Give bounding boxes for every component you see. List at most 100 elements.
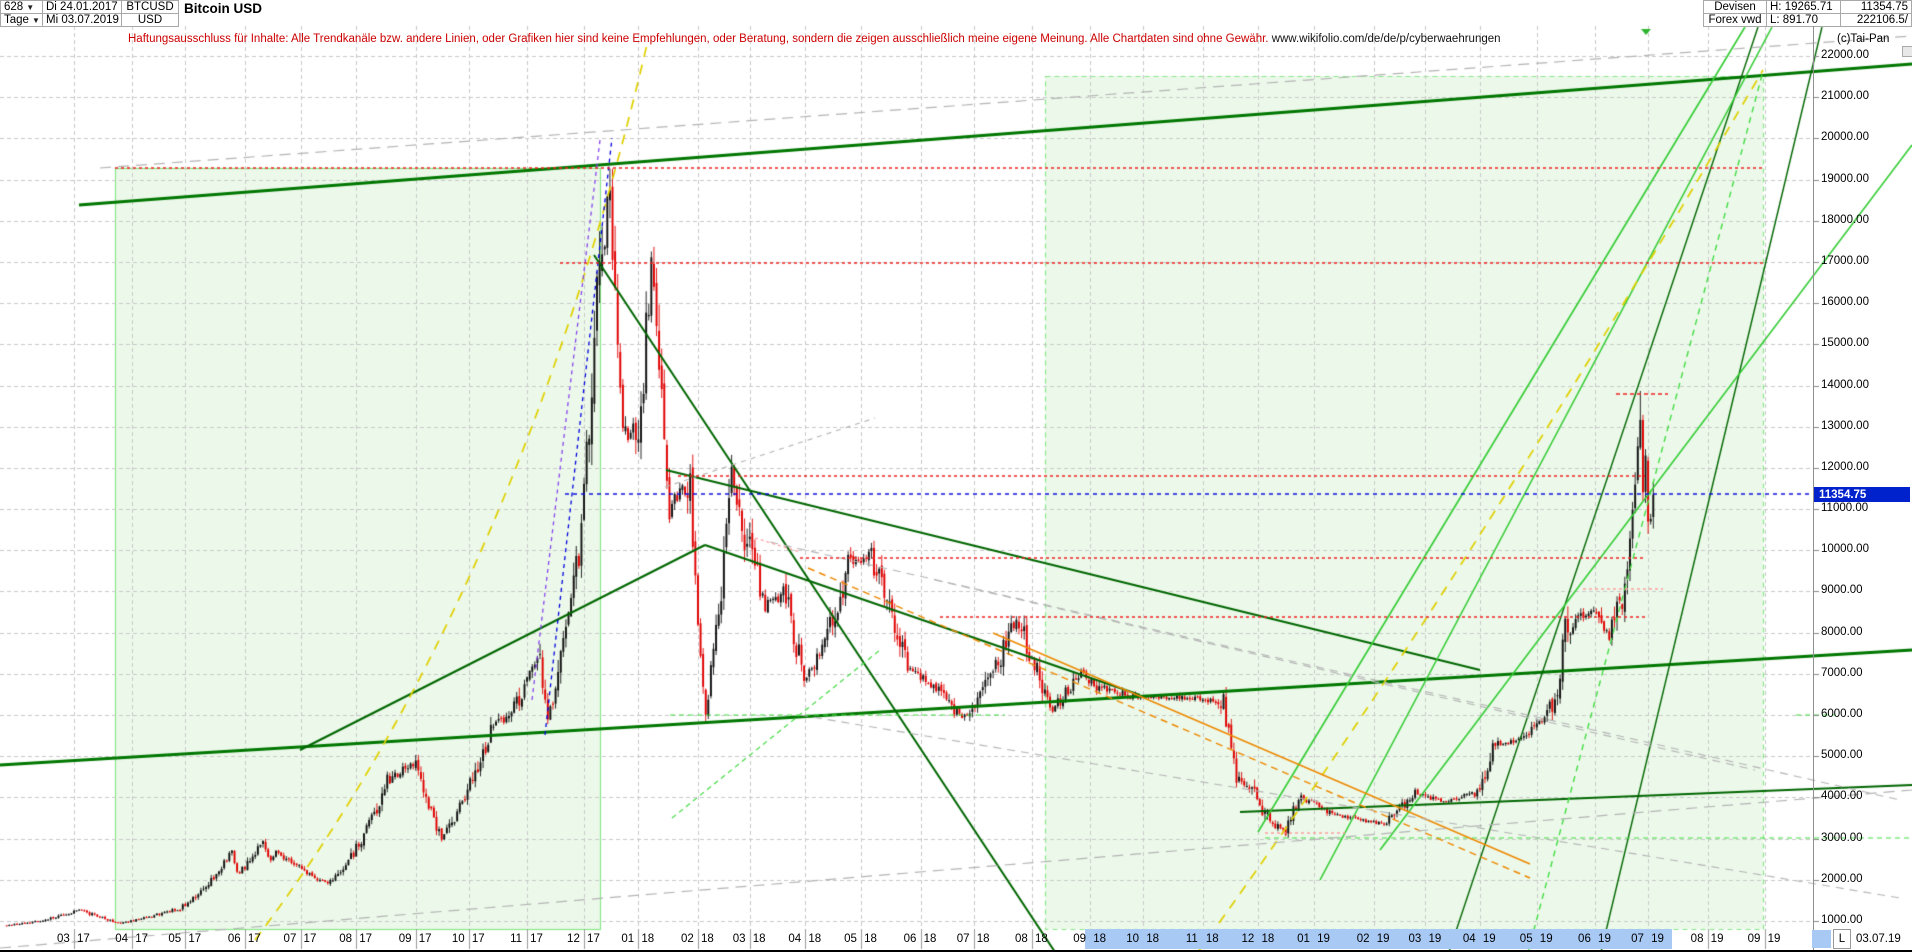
low-cell: L: 891.70: [1766, 13, 1841, 27]
date-axis-label-year: 19: [1482, 933, 1496, 945]
disclaimer-link[interactable]: www.wikifolio.com/de/de/p/cyberwaehrunge…: [1271, 33, 1501, 45]
provider-cell: Devisen: [1703, 0, 1767, 14]
date-axis-label-year: 17: [303, 933, 317, 945]
feed-cell: Forex vwd: [1703, 13, 1767, 27]
date-axis-label-year: 18: [1146, 933, 1160, 945]
chevron-down-icon: ▼: [31, 15, 40, 25]
date-axis-label-year: 19: [1710, 933, 1724, 945]
date-axis-label-year: 17: [359, 933, 372, 945]
symbol-value: BTCUSD: [126, 1, 174, 13]
price-axis-label: 7000.00: [1821, 666, 1863, 679]
last-price-cell: 11354.75: [1840, 0, 1912, 14]
date-axis-label-year: 19: [1539, 933, 1553, 945]
volume-cell: 222106.5/: [1840, 13, 1912, 27]
price-axis-label: 9000.00: [1821, 584, 1863, 597]
date-axis-label-month: 10: [451, 933, 465, 945]
currency-value: USD: [137, 14, 163, 26]
date-axis-label-year: 17: [418, 933, 432, 945]
price-axis-label: 19000.00: [1821, 172, 1869, 185]
date-axis-label-month: 12: [1241, 933, 1255, 945]
price-axis-label: 16000.00: [1821, 296, 1869, 309]
date-axis-label-month: 10: [1126, 933, 1140, 945]
price-axis-label: 3000.00: [1821, 831, 1863, 844]
price-axis-line: [1813, 26, 1814, 951]
price-axis-label: 1000.00: [1821, 914, 1863, 926]
date-axis-label-month: 02: [680, 933, 694, 945]
date-axis-label-year: 19: [1767, 933, 1781, 945]
date-from-field[interactable]: Di 24.01.2017: [42, 0, 122, 14]
date-axis-label-year: 19: [1651, 933, 1664, 945]
date-axis-label-month: 08: [1014, 933, 1028, 945]
date-axis-label-month: 03: [57, 933, 70, 945]
price-axis-label: 2000.00: [1821, 872, 1863, 885]
current-price-badge: 11354.75: [1814, 487, 1910, 503]
feed-value: Forex vwd: [1708, 14, 1762, 26]
date-axis-label-year: 19: [1376, 933, 1390, 945]
date-axis-highlight: [1085, 929, 1672, 949]
date-axis-label-month: 05: [1519, 933, 1533, 945]
date-axis-label-year: 18: [752, 933, 766, 945]
date-from-value: Di 24.01.2017: [46, 1, 118, 13]
date-axis-label-month: 04: [115, 933, 129, 945]
volume-value: 222106.5/: [1856, 14, 1908, 26]
date-axis-label-month: 09: [398, 933, 412, 945]
instrument-id-value: 628: [4, 1, 24, 13]
date-axis-label-month: 01: [621, 933, 635, 945]
date-axis-label-month: 07: [283, 933, 297, 945]
price-axis-label: 21000.00: [1821, 90, 1869, 103]
date-axis-label-year: 18: [1205, 933, 1219, 945]
high-cell: H: 19265.71: [1766, 0, 1841, 14]
price-axis-label: 10000.00: [1821, 543, 1869, 556]
date-to-value: Mi 03.07.2019: [46, 14, 119, 26]
date-axis-label-year: 17: [247, 933, 261, 945]
date-axis-label-year: 17: [77, 933, 90, 945]
date-axis-label-month: 08: [339, 933, 352, 945]
date-axis-label-month: 06: [227, 933, 241, 945]
date-axis-label-month: 01: [1297, 933, 1310, 945]
instrument-id-dropdown[interactable]: 628 ▼: [0, 0, 43, 14]
page-title: Bitcoin USD: [184, 1, 263, 16]
price-axis-label: 17000.00: [1821, 254, 1869, 267]
date-axis-label-year: 19: [1428, 933, 1442, 945]
date-axis-label-year: 18: [923, 933, 937, 945]
date-axis-label-month: 02: [1356, 933, 1370, 945]
price-axis-label: 6000.00: [1821, 708, 1863, 721]
symbol-cell: BTCUSD: [121, 0, 179, 14]
date-axis-label-year: 17: [188, 933, 202, 945]
date-axis-label-month: 05: [844, 933, 857, 945]
date-axis-label-month: 11: [510, 933, 523, 945]
price-axis-label: 20000.00: [1821, 131, 1869, 144]
last-date-label: 03.07.19: [1856, 933, 1901, 945]
disclaimer-text: Haftungsausschluss für Inhalte: Alle Tre…: [128, 33, 1501, 45]
date-axis-label-month: 05: [168, 933, 182, 945]
price-axis-label: 22000.00: [1821, 49, 1869, 61]
currency-cell: USD: [121, 13, 179, 27]
last-label-cell: L: [1833, 929, 1851, 949]
low-value: L: 891.70: [1770, 14, 1818, 26]
price-axis-label: 12000.00: [1821, 460, 1869, 473]
last-price-value: 11354.75: [1860, 1, 1908, 13]
date-axis-label-year: 18: [1261, 933, 1275, 945]
price-axis-label: 5000.00: [1821, 749, 1863, 762]
date-axis-label-year: 17: [587, 933, 600, 945]
date-axis-label-year: 18: [864, 933, 877, 945]
date-axis-label-month: 07: [956, 933, 970, 945]
date-axis-label-month: 12: [567, 933, 580, 945]
date-axis-label-month: 11: [1185, 933, 1198, 945]
date-axis-label-month: 08: [1690, 933, 1704, 945]
axis-corner-highlight: [1812, 930, 1831, 948]
date-axis-label-year: 17: [135, 933, 149, 945]
date-axis-label-month: 03: [732, 933, 746, 945]
provider-value: Devisen: [1714, 1, 1756, 13]
period-dropdown[interactable]: Tage ▼: [0, 13, 43, 27]
date-axis-label-year: 18: [700, 933, 714, 945]
price-axis-label: 15000.00: [1821, 337, 1869, 350]
date-axis-label-month: 06: [903, 933, 917, 945]
date-axis-label-year: 19: [1317, 933, 1330, 945]
scrollbar-handle-icon[interactable]: [1902, 46, 1912, 57]
price-axis-label: 4000.00: [1821, 790, 1863, 803]
date-to-field[interactable]: Mi 03.07.2019: [42, 13, 122, 27]
disclaimer-body: Haftungsausschluss für Inhalte: Alle Tre…: [128, 33, 1272, 45]
